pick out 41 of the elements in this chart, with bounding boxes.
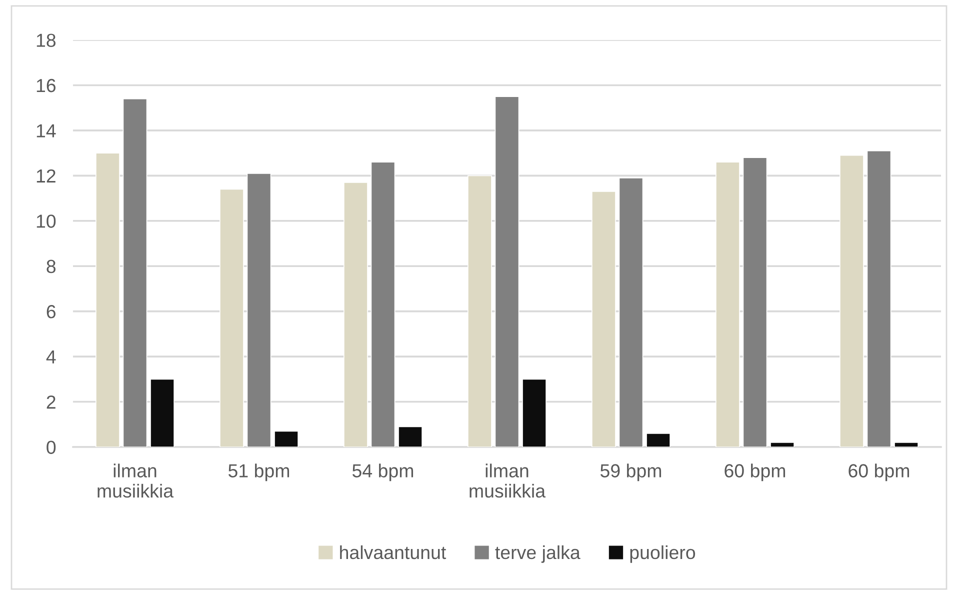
y-tick-label: 18 <box>36 34 56 47</box>
y-tick-label: 10 <box>36 214 56 228</box>
x-tick-label: ilman musiikkia <box>98 464 174 498</box>
bar <box>274 430 298 447</box>
y-tick-label: 14 <box>36 124 56 138</box>
y-tick-label: 6 <box>46 305 56 318</box>
bar <box>742 157 768 447</box>
bar <box>494 96 520 447</box>
bar <box>592 191 616 447</box>
bar <box>370 162 396 447</box>
x-tick-label: 51 bpm <box>228 464 290 482</box>
x-tick-label: 60 bpm <box>848 464 910 482</box>
y-tick-label: 16 <box>36 78 56 92</box>
bar <box>122 98 148 447</box>
bar <box>96 152 120 447</box>
bar <box>866 150 892 447</box>
bar <box>150 378 174 447</box>
bar <box>646 433 670 447</box>
bar <box>246 172 272 447</box>
bar <box>398 426 422 447</box>
bar <box>522 378 546 447</box>
bar <box>894 442 918 447</box>
x-tick-label: 60 bpm <box>724 464 786 482</box>
legend-label: puoliero <box>630 545 696 563</box>
x-tick-label: 59 bpm <box>600 464 662 482</box>
bar <box>618 178 644 447</box>
y-tick-label: 8 <box>46 260 56 274</box>
legend-label: halvaantunut <box>340 545 446 560</box>
y-tick-label: 4 <box>46 350 56 364</box>
x-tick-label: ilman musiikkia <box>470 464 546 498</box>
bar <box>468 175 492 447</box>
legend-label: terve jalka <box>495 545 580 563</box>
bar <box>344 182 368 447</box>
bar <box>716 162 740 447</box>
x-tick-label: 54 bpm <box>352 464 414 482</box>
bar <box>770 442 794 447</box>
y-tick-label: 12 <box>36 169 56 182</box>
bar <box>220 188 244 447</box>
y-tick-label: 0 <box>46 440 56 454</box>
bar <box>840 154 864 447</box>
y-tick-label: 2 <box>46 395 56 409</box>
